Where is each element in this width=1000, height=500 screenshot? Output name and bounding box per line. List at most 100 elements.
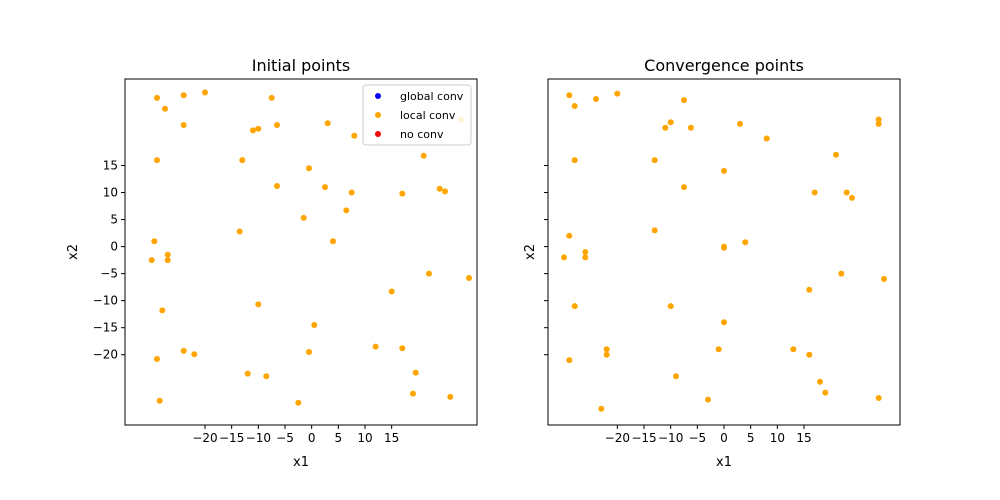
- initial-points-axes: Initial points −20 −15 −10 −5 0 5 10 15151050−5…: [66, 56, 478, 470]
- initial-points-point-0-10: [351, 132, 358, 139]
- initial-points-point-0-42: [244, 370, 251, 377]
- legend-label-global-conv: global conv: [400, 90, 464, 103]
- convergence-points-xlabel: x1: [716, 455, 732, 470]
- convergence-points-point-0-44: [598, 405, 605, 412]
- initial-points-point-0-16: [322, 184, 328, 191]
- initial-points-ytick-label-1: 10: [103, 186, 118, 200]
- initial-points-xtick-label-7: 15: [384, 431, 399, 445]
- initial-points-markers: [148, 89, 472, 406]
- initial-points-point-0-43: [263, 373, 270, 380]
- initial-points-ytick-label-2: 5: [110, 213, 118, 227]
- initial-points-point-0-13: [306, 165, 312, 172]
- convergence-points-point-0-2: [593, 96, 599, 102]
- legend: global conv local conv no conv: [362, 84, 472, 146]
- convergence-points-point-0-43: [875, 395, 882, 401]
- initial-points-point-0-38: [306, 349, 312, 355]
- convergence-points-point-0-11: [651, 157, 658, 164]
- initial-points-xlabel: x1: [293, 455, 309, 470]
- convergence-points-point-0-1: [571, 103, 578, 109]
- initial-points-point-0-33: [255, 301, 262, 308]
- convergence-points-axes: Convergence points −20 −15 −10 −5 0 5 10 15 x1 …: [523, 56, 901, 470]
- convergence-points-point-0-23: [582, 254, 589, 261]
- convergence-points-point-0-33: [721, 319, 727, 326]
- initial-points-point-0-47: [156, 397, 163, 404]
- convergence-points-point-0-29: [881, 276, 887, 282]
- convergence-points-point-0-7: [687, 124, 694, 131]
- initial-points-point-0-24: [236, 228, 243, 235]
- convergence-points-point-0-9: [763, 135, 770, 142]
- initial-points-point-0-8: [255, 125, 262, 132]
- convergence-points-point-0-22: [582, 249, 589, 255]
- initial-points-point-0-46: [447, 393, 454, 400]
- initial-points-point-0-35: [311, 322, 318, 328]
- initial-points-point-0-3: [202, 89, 208, 96]
- convergence-points-point-0-4: [681, 97, 687, 104]
- initial-points-point-0-7: [250, 127, 256, 134]
- initial-points-point-0-0: [154, 94, 160, 101]
- initial-points-point-0-31: [466, 275, 472, 281]
- initial-points-point-0-1: [162, 105, 168, 112]
- initial-points-point-0-37: [191, 351, 198, 358]
- convergence-points-point-0-5: [667, 119, 674, 126]
- initial-points-point-0-14: [420, 152, 427, 159]
- legend-label-local-conv: local conv: [400, 109, 456, 122]
- convergence-points-point-0-34: [603, 346, 610, 353]
- initial-points-xtick-label-3: −5: [276, 431, 294, 445]
- convergence-points-point-0-19: [875, 120, 882, 127]
- initial-points-ytick-label-3: 0: [110, 240, 118, 254]
- initial-points-xtick-label-1: −15: [219, 431, 244, 445]
- initial-points-xtick-label-2: −10: [246, 431, 271, 445]
- initial-points-point-0-25: [151, 238, 158, 245]
- convergence-points-point-0-8: [737, 120, 743, 127]
- convergence-points-xtick-label-5: 5: [747, 431, 755, 445]
- convergence-points-point-0-16: [843, 189, 850, 196]
- legend-marker-local-conv: [375, 112, 381, 118]
- convergence-points-point-0-18: [875, 116, 882, 123]
- convergence-points-xtick-label-7: 15: [796, 431, 811, 445]
- convergence-points-point-0-31: [667, 303, 674, 310]
- initial-points-xtick-label-4: 0: [308, 431, 316, 445]
- initial-points-point-0-6: [274, 122, 280, 128]
- initial-points-point-0-26: [330, 238, 336, 245]
- initial-points-point-0-9: [324, 120, 331, 127]
- convergence-points-point-0-3: [614, 90, 621, 97]
- initial-points-ylabel: x2: [66, 244, 81, 260]
- convergence-points-xtick-label-3: −5: [688, 431, 706, 445]
- convergence-points-point-0-12: [721, 167, 727, 174]
- convergence-points-point-0-39: [806, 351, 813, 358]
- initial-points-xtick-label-5: 5: [335, 431, 343, 445]
- convergence-points-point-0-45: [705, 396, 711, 403]
- initial-points-point-0-28: [164, 257, 171, 264]
- initial-points-title: Initial points: [252, 56, 351, 75]
- initial-points-point-0-17: [348, 189, 355, 196]
- convergence-points-point-0-6: [662, 124, 669, 131]
- convergence-points-point-0-26: [721, 244, 727, 251]
- convergence-points-point-0-17: [849, 194, 855, 201]
- initial-points-point-0-41: [399, 345, 406, 352]
- initial-points-point-0-15: [274, 183, 280, 189]
- convergence-points-point-0-27: [742, 239, 749, 246]
- initial-points-point-0-30: [426, 270, 432, 277]
- initial-points-point-0-18: [399, 190, 406, 197]
- initial-points-point-0-22: [300, 214, 307, 221]
- convergence-points-point-0-42: [822, 389, 829, 396]
- convergence-points-point-0-37: [566, 357, 573, 364]
- convergence-points-point-0-13: [833, 151, 839, 158]
- initial-points-xtick-label-6: 10: [357, 431, 372, 445]
- initial-points-point-0-32: [388, 288, 395, 295]
- convergence-points-point-0-28: [838, 270, 845, 277]
- initial-points-point-0-34: [159, 307, 166, 314]
- convergence-points-point-0-41: [817, 378, 823, 385]
- initial-points-point-0-12: [239, 157, 246, 164]
- initial-points-point-0-23: [343, 207, 350, 214]
- initial-points-point-0-39: [154, 356, 160, 362]
- initial-points-point-0-2: [180, 92, 187, 99]
- initial-points-point-0-45: [410, 390, 416, 397]
- legend-marker-no-conv: [375, 131, 381, 137]
- convergence-points-xtick-label-2: −10: [658, 431, 683, 445]
- initial-points-ytick-label-0: 15: [103, 159, 118, 173]
- legend-marker-global-conv: [375, 93, 381, 99]
